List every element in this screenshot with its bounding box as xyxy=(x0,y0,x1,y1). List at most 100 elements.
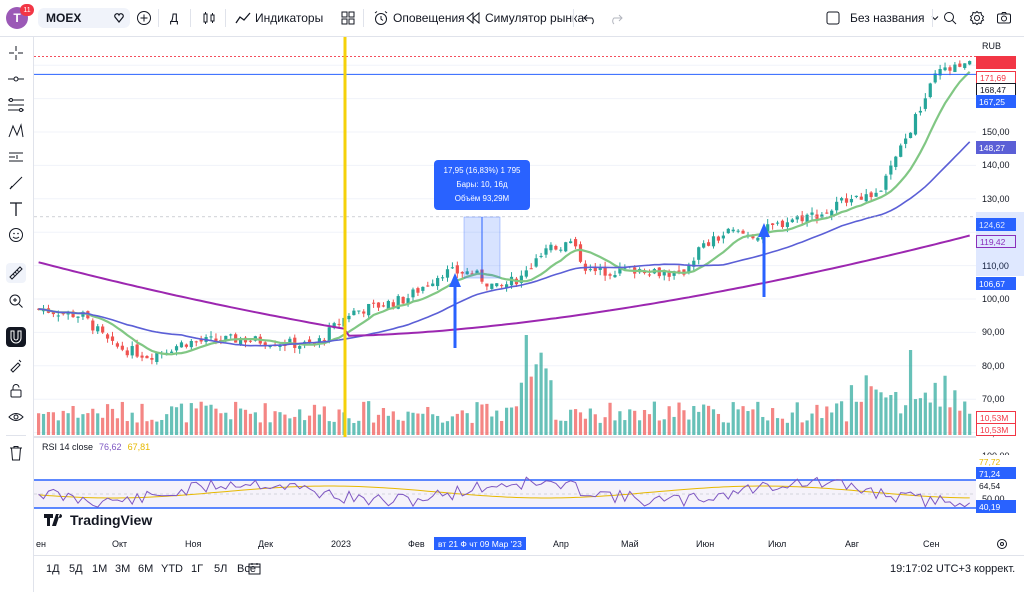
rsi-legend[interactable]: RSI 14 close 76,62 67,81 xyxy=(42,442,150,452)
undo-button[interactable] xyxy=(583,0,597,36)
volume-bar xyxy=(948,407,952,435)
candle-body xyxy=(736,230,740,232)
redo-button[interactable] xyxy=(609,0,623,36)
volume-bar xyxy=(81,414,85,435)
timeframe-button[interactable]: YTD xyxy=(161,563,183,575)
lock-drawing-icon[interactable] xyxy=(6,355,26,375)
candle-body xyxy=(51,311,55,315)
pattern-icon[interactable] xyxy=(6,121,26,141)
candle-body xyxy=(362,311,366,314)
templates-button[interactable] xyxy=(341,0,355,36)
candle-body xyxy=(726,228,730,234)
volume-bar xyxy=(726,422,730,435)
zoom-in-icon[interactable] xyxy=(6,291,26,311)
fib-retracement-icon[interactable] xyxy=(6,95,26,115)
symbol-search[interactable]: MOEX xyxy=(38,8,130,28)
text-icon[interactable] xyxy=(6,199,26,219)
volume-bar xyxy=(495,410,499,435)
time-axis-label: Апр xyxy=(553,539,569,549)
volume-bar xyxy=(91,408,95,435)
smiley-icon[interactable] xyxy=(6,225,26,245)
adjust-button[interactable]: коррект. xyxy=(974,556,1015,582)
layout-button[interactable]: Без названия xyxy=(826,0,939,36)
timeframe-button[interactable]: 1Д xyxy=(46,563,60,575)
candle-body xyxy=(697,247,701,260)
volume-bar xyxy=(120,401,124,435)
candle-body xyxy=(716,236,721,241)
timeframe-button[interactable]: 1Г xyxy=(191,563,204,575)
candle-body xyxy=(963,63,967,68)
volume-bar xyxy=(41,413,46,435)
timeframe-button[interactable]: 5Л xyxy=(214,563,228,575)
volume-bar xyxy=(790,412,794,435)
candle-body xyxy=(500,285,504,287)
volume-bar xyxy=(894,391,898,435)
price-axis[interactable]: RUB 150,00 140,00 130,00 110,00 100,00 90,00 8… xyxy=(976,37,1024,438)
volume-bar xyxy=(603,417,607,435)
candle-body xyxy=(672,271,676,276)
volume-bar xyxy=(307,415,312,435)
volume-bar xyxy=(736,409,740,435)
clock[interactable]: 19:17:02 UTC+3 xyxy=(890,556,971,582)
camera-icon xyxy=(997,12,1011,24)
volume-bar xyxy=(766,420,770,435)
timeframe-button[interactable]: Все xyxy=(237,563,256,575)
crosshair-icon[interactable] xyxy=(6,43,26,63)
rsi-value-2: 67,81 xyxy=(127,442,151,452)
sma-mid-line xyxy=(38,141,971,347)
timeframe-button[interactable]: 1М xyxy=(92,563,108,575)
alerts-label: Оповещения xyxy=(393,11,465,25)
indicators-button[interactable]: Индикаторы xyxy=(235,0,323,36)
candle-body xyxy=(155,352,159,362)
volume-bar xyxy=(253,412,257,435)
avatar-letter: T xyxy=(13,11,21,25)
candle-body xyxy=(145,355,149,359)
volume-bar xyxy=(578,412,583,435)
timeframe-button[interactable]: 3М xyxy=(115,563,131,575)
trend-line-icon[interactable] xyxy=(6,69,26,89)
chart-type-button[interactable] xyxy=(201,0,217,36)
trash-icon[interactable] xyxy=(6,443,26,463)
alerts-button[interactable]: Оповещения xyxy=(373,0,465,36)
candle-body xyxy=(938,69,942,76)
timeframe-button[interactable]: 6М xyxy=(138,563,154,575)
price-chart[interactable] xyxy=(34,37,976,552)
add-symbol-button[interactable] xyxy=(136,0,152,36)
interval-button[interactable]: Д xyxy=(170,0,178,36)
replay-button[interactable]: Симулятор рынка xyxy=(465,0,584,36)
candle-body xyxy=(844,198,849,203)
quick-search-button[interactable] xyxy=(942,0,958,36)
ruler-icon[interactable] xyxy=(6,263,26,283)
date-range-button[interactable] xyxy=(248,556,262,582)
forecast-icon[interactable] xyxy=(6,147,26,167)
rsi-name: RSI 14 close xyxy=(42,442,94,452)
time-axis-settings-icon[interactable] xyxy=(996,537,1008,555)
candle-body xyxy=(248,340,253,342)
volume-bar xyxy=(623,420,627,435)
candle-body xyxy=(756,237,760,241)
eye-icon[interactable] xyxy=(6,407,26,427)
candle-body xyxy=(475,270,479,274)
candle-body xyxy=(534,258,538,267)
indicators-icon xyxy=(235,12,251,24)
volume-bar xyxy=(500,420,504,435)
currency-label[interactable]: RUB xyxy=(982,41,1002,51)
up-arrow-2-head xyxy=(758,223,770,237)
eye-heart-icon[interactable] xyxy=(114,13,124,23)
settings-button[interactable] xyxy=(969,0,985,36)
candle-body xyxy=(371,302,376,304)
brush-icon[interactable] xyxy=(6,173,26,193)
last-price-tag xyxy=(976,56,1016,69)
price-tag: 124,62 xyxy=(976,218,1016,231)
candle-body xyxy=(849,198,854,203)
volume-bar xyxy=(322,406,326,435)
timeframe-button[interactable]: 5Д xyxy=(69,563,83,575)
lock-icon[interactable] xyxy=(6,381,26,401)
snapshot-button[interactable] xyxy=(996,0,1012,36)
time-axis-label: ен xyxy=(36,539,46,549)
candle-body xyxy=(421,286,425,291)
volume-bar xyxy=(115,418,120,435)
magnet-icon[interactable] xyxy=(6,327,26,347)
candle-body xyxy=(780,220,785,228)
volume-bar xyxy=(150,419,154,435)
